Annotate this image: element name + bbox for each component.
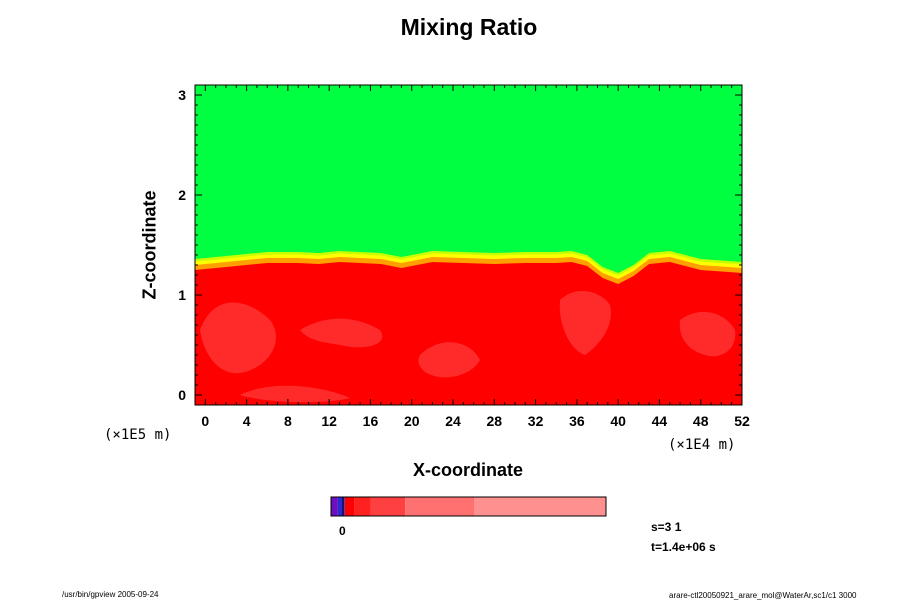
info-s: s=3 1 bbox=[651, 520, 682, 534]
x-tick-label: 20 bbox=[404, 413, 420, 429]
colorbar bbox=[330, 496, 607, 517]
x-tick-label: 36 bbox=[569, 413, 585, 429]
colorbar-segment bbox=[344, 497, 355, 516]
x-axis-unit: (×1E4 m) bbox=[668, 437, 736, 453]
chart-title: Mixing Ratio bbox=[400, 14, 538, 40]
x-tick-label: 8 bbox=[284, 413, 292, 429]
x-tick-label: 52 bbox=[734, 413, 750, 429]
colorbar-tick-label: 0 bbox=[339, 524, 346, 538]
colorbar-segment bbox=[337, 497, 345, 516]
x-tick-label: 4 bbox=[243, 413, 251, 429]
colorbar-segment bbox=[354, 497, 371, 516]
colorbar-segment bbox=[331, 497, 338, 516]
x-tick-label: 28 bbox=[487, 413, 503, 429]
lower-patch-5 bbox=[240, 385, 350, 403]
lower-patch-4 bbox=[418, 342, 480, 378]
colorbar-segment bbox=[474, 497, 606, 516]
info-t: t=1.4e+06 s bbox=[651, 540, 716, 554]
colorbar-segment bbox=[370, 497, 406, 516]
y-tick-label: 2 bbox=[178, 187, 186, 203]
x-tick-label: 48 bbox=[693, 413, 709, 429]
colorbar-frame bbox=[330, 496, 607, 517]
y-tick-label: 1 bbox=[178, 287, 186, 303]
x-tick-label: 40 bbox=[610, 413, 626, 429]
x-axis-label: X-coordinate bbox=[412, 460, 524, 480]
x-tick-label: 0 bbox=[201, 413, 209, 429]
y-tick-label: 3 bbox=[178, 87, 186, 103]
x-tick-label: 44 bbox=[652, 413, 668, 429]
y-axis-label: Z-coordinate bbox=[139, 190, 160, 300]
plot-area bbox=[195, 85, 742, 405]
colorbar-segment bbox=[405, 497, 474, 516]
lower-patch-1 bbox=[300, 318, 383, 348]
footer-left: /usr/bin/gpview 2005-09-24 bbox=[62, 590, 159, 599]
lower-patch-0 bbox=[200, 302, 276, 374]
x-tick-label: 12 bbox=[321, 413, 337, 429]
y-axis-unit: (×1E5 m) bbox=[104, 427, 172, 443]
x-tick-label: 24 bbox=[445, 413, 461, 429]
footer-right: arare-ctl20050921_arare_mol@WaterAr,sc1/… bbox=[669, 591, 857, 600]
x-tick-label: 32 bbox=[528, 413, 544, 429]
lower-patch-2 bbox=[559, 290, 611, 355]
lower-patch-3 bbox=[679, 311, 736, 357]
lower-region bbox=[195, 262, 742, 405]
x-tick-label: 16 bbox=[363, 413, 379, 429]
y-tick-label: 0 bbox=[178, 387, 186, 403]
